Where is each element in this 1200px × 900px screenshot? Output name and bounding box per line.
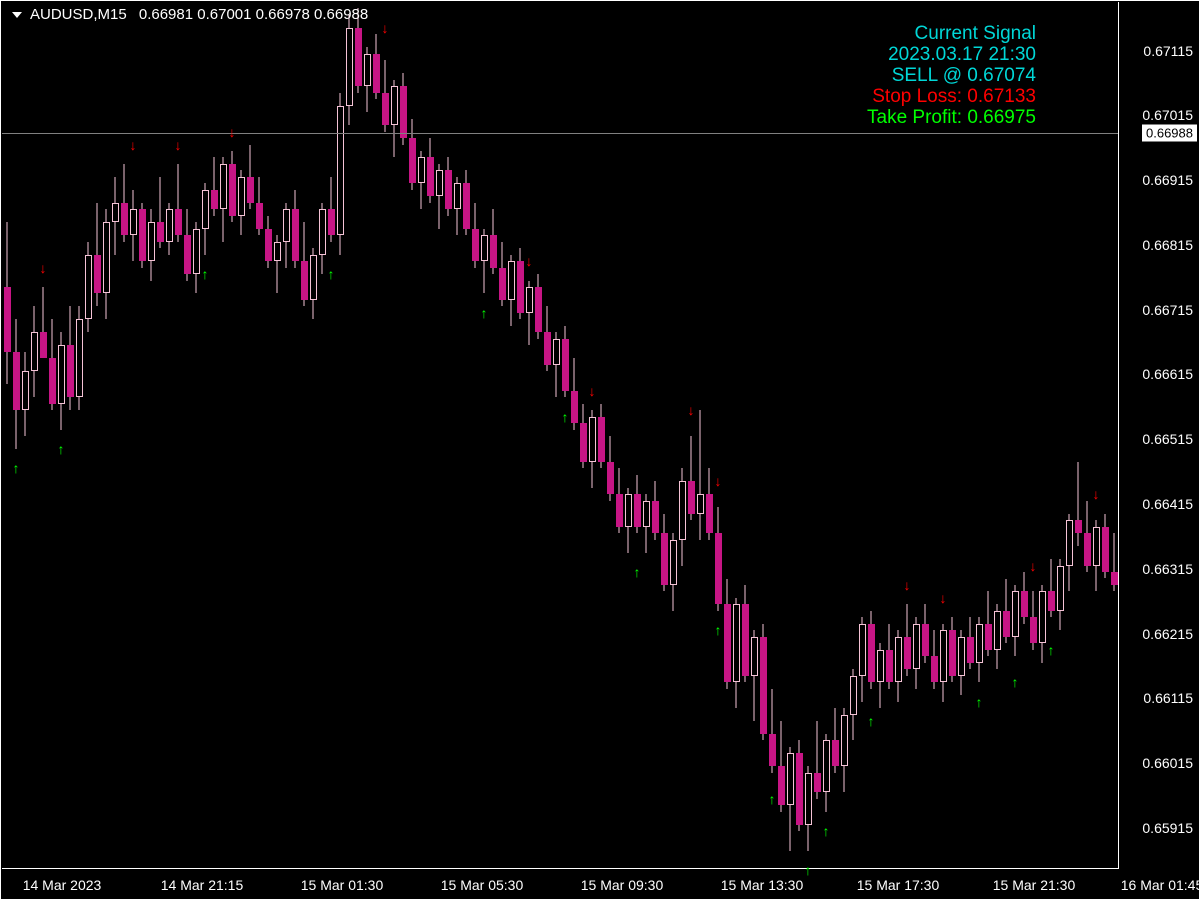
buy-arrow-icon: ↑ <box>13 460 20 476</box>
x-tick-label: 16 Mar 01:45 <box>1121 877 1200 893</box>
chart-plot-area[interactable]: AUDUSD,M15 0.66981 0.67001 0.66978 0.669… <box>2 2 1119 869</box>
y-tick-label: 0.66715 <box>1142 302 1193 318</box>
x-tick-label: 14 Mar 2023 <box>23 877 102 893</box>
signal-takeprofit: Take Profit: 0.66975 <box>867 108 1036 129</box>
y-tick-label: 0.66415 <box>1142 496 1193 512</box>
sell-arrow-icon: ↓ <box>229 124 236 140</box>
buy-arrow-icon: ↑ <box>634 564 641 580</box>
buy-arrow-icon: ↑ <box>715 622 722 638</box>
signal-panel: Current Signal 2023.03.17 21:30 SELL @ 0… <box>867 24 1036 128</box>
buy-arrow-icon: ↑ <box>202 266 209 282</box>
signal-stoploss: Stop Loss: 0.67133 <box>867 87 1036 108</box>
sell-arrow-icon: ↓ <box>1030 558 1037 574</box>
y-tick-label: 0.65915 <box>1142 820 1193 836</box>
symbol-label: AUDUSD,M15 <box>30 6 127 23</box>
buy-arrow-icon: ↑ <box>805 862 812 878</box>
x-tick-label: 15 Mar 17:30 <box>857 877 940 893</box>
y-tick-label: 0.66315 <box>1142 561 1193 577</box>
buy-arrow-icon: ↑ <box>1012 674 1019 690</box>
x-tick-label: 15 Mar 05:30 <box>441 877 524 893</box>
x-axis: 14 Mar 2023 14 Mar 21:15 15 Mar 01:30 15 Ma… <box>2 871 1119 899</box>
signal-title: Current Signal <box>867 24 1036 45</box>
buy-arrow-icon: ↑ <box>328 266 335 282</box>
current-price-marker: 0.66988 <box>1142 124 1197 141</box>
y-tick-label: 0.66015 <box>1142 755 1193 771</box>
x-tick-label: 15 Mar 01:30 <box>301 877 384 893</box>
sell-arrow-icon: ↓ <box>715 473 722 489</box>
y-tick-label: 0.66615 <box>1142 366 1193 382</box>
y-tick-label: 0.66915 <box>1142 172 1193 188</box>
chart-container: AUDUSD,M15 0.66981 0.67001 0.66978 0.669… <box>0 0 1200 900</box>
ohlc-label: 0.66981 0.67001 0.66978 0.66988 <box>139 6 368 23</box>
y-tick-label: 0.66215 <box>1142 626 1193 642</box>
sell-arrow-icon: ↓ <box>688 402 695 418</box>
sell-arrow-icon: ↓ <box>382 20 389 36</box>
signal-value: SELL @ 0.67074 <box>867 66 1036 87</box>
chart-header: AUDUSD,M15 0.66981 0.67001 0.66978 0.669… <box>12 6 368 23</box>
sell-arrow-icon: ↓ <box>904 577 911 593</box>
buy-arrow-icon: ↑ <box>1048 642 1055 658</box>
y-tick-label: 0.66515 <box>1142 431 1193 447</box>
y-tick-label: 0.67115 <box>1143 43 1193 59</box>
sell-arrow-icon: ↓ <box>40 260 47 276</box>
sell-arrow-icon: ↓ <box>526 253 533 269</box>
y-tick-label: 0.67015 <box>1142 107 1193 123</box>
y-tick-label: 0.66115 <box>1143 690 1193 706</box>
buy-arrow-icon: ↑ <box>769 791 776 807</box>
y-tick-label: 0.66815 <box>1142 237 1193 253</box>
y-axis: 0.65915 0.66015 0.66115 0.66215 0.66315 0.664… <box>1121 2 1199 869</box>
buy-arrow-icon: ↑ <box>562 409 569 425</box>
signal-datetime: 2023.03.17 21:30 <box>867 45 1036 66</box>
current-price-line <box>2 133 1118 134</box>
dropdown-icon[interactable] <box>12 12 22 18</box>
sell-arrow-icon: ↓ <box>589 383 596 399</box>
x-tick-label: 15 Mar 09:30 <box>581 877 664 893</box>
x-tick-label: 15 Mar 21:30 <box>993 877 1076 893</box>
sell-arrow-icon: ↓ <box>175 137 182 153</box>
x-tick-label: 14 Mar 21:15 <box>161 877 244 893</box>
buy-arrow-icon: ↑ <box>868 713 875 729</box>
buy-arrow-icon: ↑ <box>976 694 983 710</box>
sell-arrow-icon: ↓ <box>940 590 947 606</box>
sell-arrow-icon: ↓ <box>130 137 137 153</box>
buy-arrow-icon: ↑ <box>481 305 488 321</box>
buy-arrow-icon: ↑ <box>58 441 65 457</box>
sell-arrow-icon: ↓ <box>1093 486 1100 502</box>
x-tick-label: 15 Mar 13:30 <box>721 877 804 893</box>
buy-arrow-icon: ↑ <box>823 823 830 839</box>
